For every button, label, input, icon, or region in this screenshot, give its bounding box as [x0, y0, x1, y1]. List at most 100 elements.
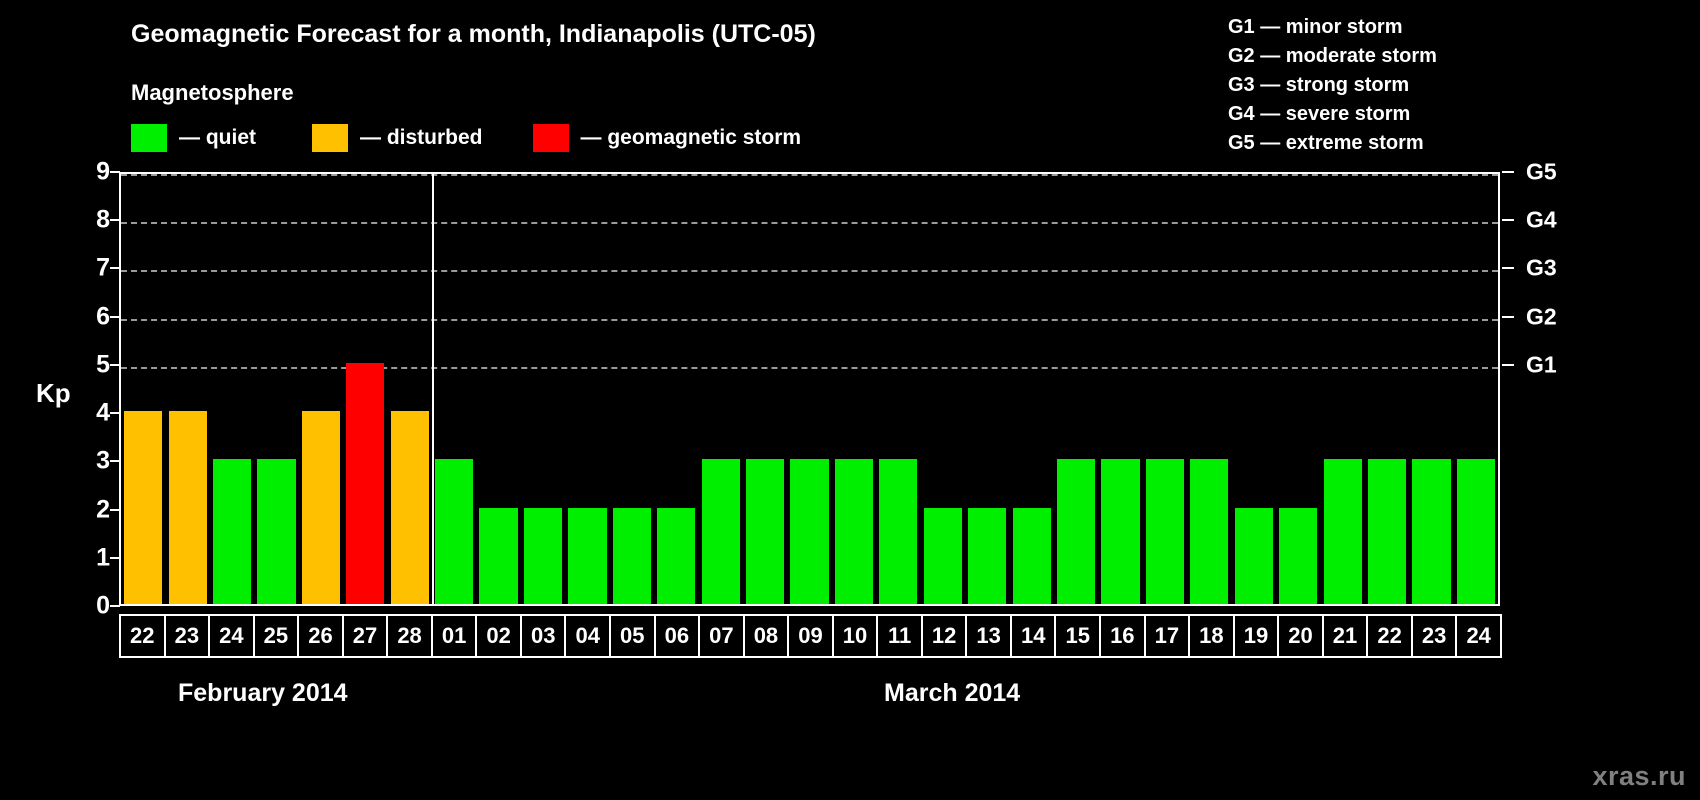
bar	[390, 411, 429, 604]
g-axis-tick-mark-G2	[1502, 315, 1514, 318]
bar-slot	[1454, 174, 1498, 604]
gridline-kp-8	[121, 222, 1498, 225]
legend-swatch-disturbed-icon	[312, 124, 348, 152]
date-label-cell: 24	[208, 614, 255, 658]
date-label-cell: 08	[742, 614, 790, 658]
date-label-cell: 05	[609, 614, 656, 658]
y-tick-label-7: 7	[96, 253, 110, 282]
bar-slot	[1187, 174, 1231, 604]
bar	[923, 507, 962, 604]
y-axis-label: Kp	[36, 378, 71, 408]
plot-area	[119, 172, 1500, 606]
bar	[435, 459, 474, 604]
y-tick-mark-0	[110, 605, 120, 607]
bar	[479, 507, 518, 604]
bar-slot	[1098, 174, 1142, 604]
y-tick-label-0: 0	[96, 591, 110, 620]
date-label-cell: 23	[163, 614, 211, 658]
g-axis-label-G5: G5	[1526, 158, 1557, 185]
bar-slot	[1009, 174, 1053, 604]
bar-slot	[743, 174, 787, 604]
y-tick-label-9: 9	[96, 157, 110, 186]
date-label-cell: 17	[1143, 614, 1191, 658]
bar	[1412, 459, 1451, 604]
g-axis-label-G2: G2	[1526, 303, 1557, 330]
bar-slot	[476, 174, 520, 604]
y-tick-mark-5	[110, 363, 120, 366]
legend-swatch-storm-icon	[532, 124, 569, 152]
bar-slot	[121, 174, 165, 604]
bar	[1279, 507, 1318, 604]
bar-slot	[343, 174, 387, 604]
g-axis-label-G4: G4	[1526, 206, 1557, 233]
bar-slot	[832, 174, 876, 604]
date-label-cell: 09	[787, 614, 834, 658]
date-label-cell: 19	[1232, 614, 1280, 658]
bar	[612, 507, 651, 604]
page-title: Geomagnetic Forecast for a month, Indian…	[131, 20, 816, 48]
bar	[879, 459, 918, 604]
bar-slot	[921, 174, 965, 604]
gridline-kp-9	[121, 174, 1498, 176]
date-label-cell: 12	[920, 614, 968, 658]
date-label-cell: 28	[386, 614, 433, 658]
date-label-cell: 18	[1188, 614, 1235, 658]
y-tick-mark-6	[110, 315, 120, 318]
bar	[301, 411, 340, 604]
bar-slot	[210, 174, 254, 604]
legend-entry-storm: — geomagnetic storm	[532, 124, 801, 152]
bars-layer	[121, 174, 1498, 604]
date-label-cell: 23	[1410, 614, 1458, 658]
date-label-cell: 22	[119, 614, 166, 658]
legend-entry-quiet: — quiet	[131, 124, 256, 152]
bar	[790, 459, 829, 604]
date-label-cell: 26	[297, 614, 344, 658]
bar-slot	[787, 174, 831, 604]
bar-slot	[610, 174, 654, 604]
date-label-cell: 01	[430, 614, 478, 658]
watermark: xras.ru	[1592, 761, 1686, 791]
bar-slot	[388, 174, 432, 604]
magnetosphere-section-label: Magnetosphere	[131, 80, 294, 105]
y-tick-label-3: 3	[96, 446, 110, 475]
g-axis-label-G3: G3	[1526, 254, 1557, 281]
date-label-cell: 21	[1321, 614, 1369, 658]
legend-swatch-quiet-icon	[131, 124, 167, 152]
bar-slot	[654, 174, 698, 604]
bar-slot	[521, 174, 565, 604]
bar	[968, 507, 1007, 604]
date-label-cell: 24	[1455, 614, 1502, 658]
bar	[1190, 459, 1229, 604]
g-axis-ticks: G1 G2 G3 G4 G5	[1500, 159, 1680, 606]
bar	[523, 507, 563, 604]
g-axis-tick-mark-G1	[1502, 363, 1514, 366]
bar-slot	[299, 174, 343, 604]
bar-slot	[698, 174, 742, 604]
bar-slot	[876, 174, 920, 604]
bar	[1323, 459, 1362, 604]
y-tick-mark-1	[110, 556, 120, 559]
bar-slot	[1276, 174, 1320, 604]
date-label-cell: 27	[341, 614, 389, 658]
g-scale-line-1: G1 — minor storm	[1228, 16, 1403, 38]
date-label-cell: 04	[564, 614, 612, 658]
bar	[746, 459, 785, 604]
y-tick-label-8: 8	[96, 205, 110, 234]
plot-inner	[121, 174, 1498, 604]
bar-slot	[1320, 174, 1364, 604]
bar	[1234, 507, 1273, 604]
gridline-kp-6	[121, 318, 1498, 321]
bar	[1456, 459, 1495, 604]
bar-slot	[965, 174, 1009, 604]
magnetosphere-legend: — quiet — disturbed — geomagnetic storm	[131, 124, 801, 152]
date-label-cell: 06	[653, 614, 701, 658]
month-divider-line	[431, 174, 434, 604]
legend-label-quiet: — quiet	[179, 126, 256, 149]
y-tick-mark-9	[110, 171, 120, 173]
date-label-cell: 13	[965, 614, 1012, 658]
bar	[701, 459, 740, 604]
bar	[1145, 459, 1184, 604]
bar	[257, 459, 296, 604]
g-scale-line-4: G4 — severe storm	[1228, 103, 1411, 125]
date-label-cell: 02	[475, 614, 522, 658]
